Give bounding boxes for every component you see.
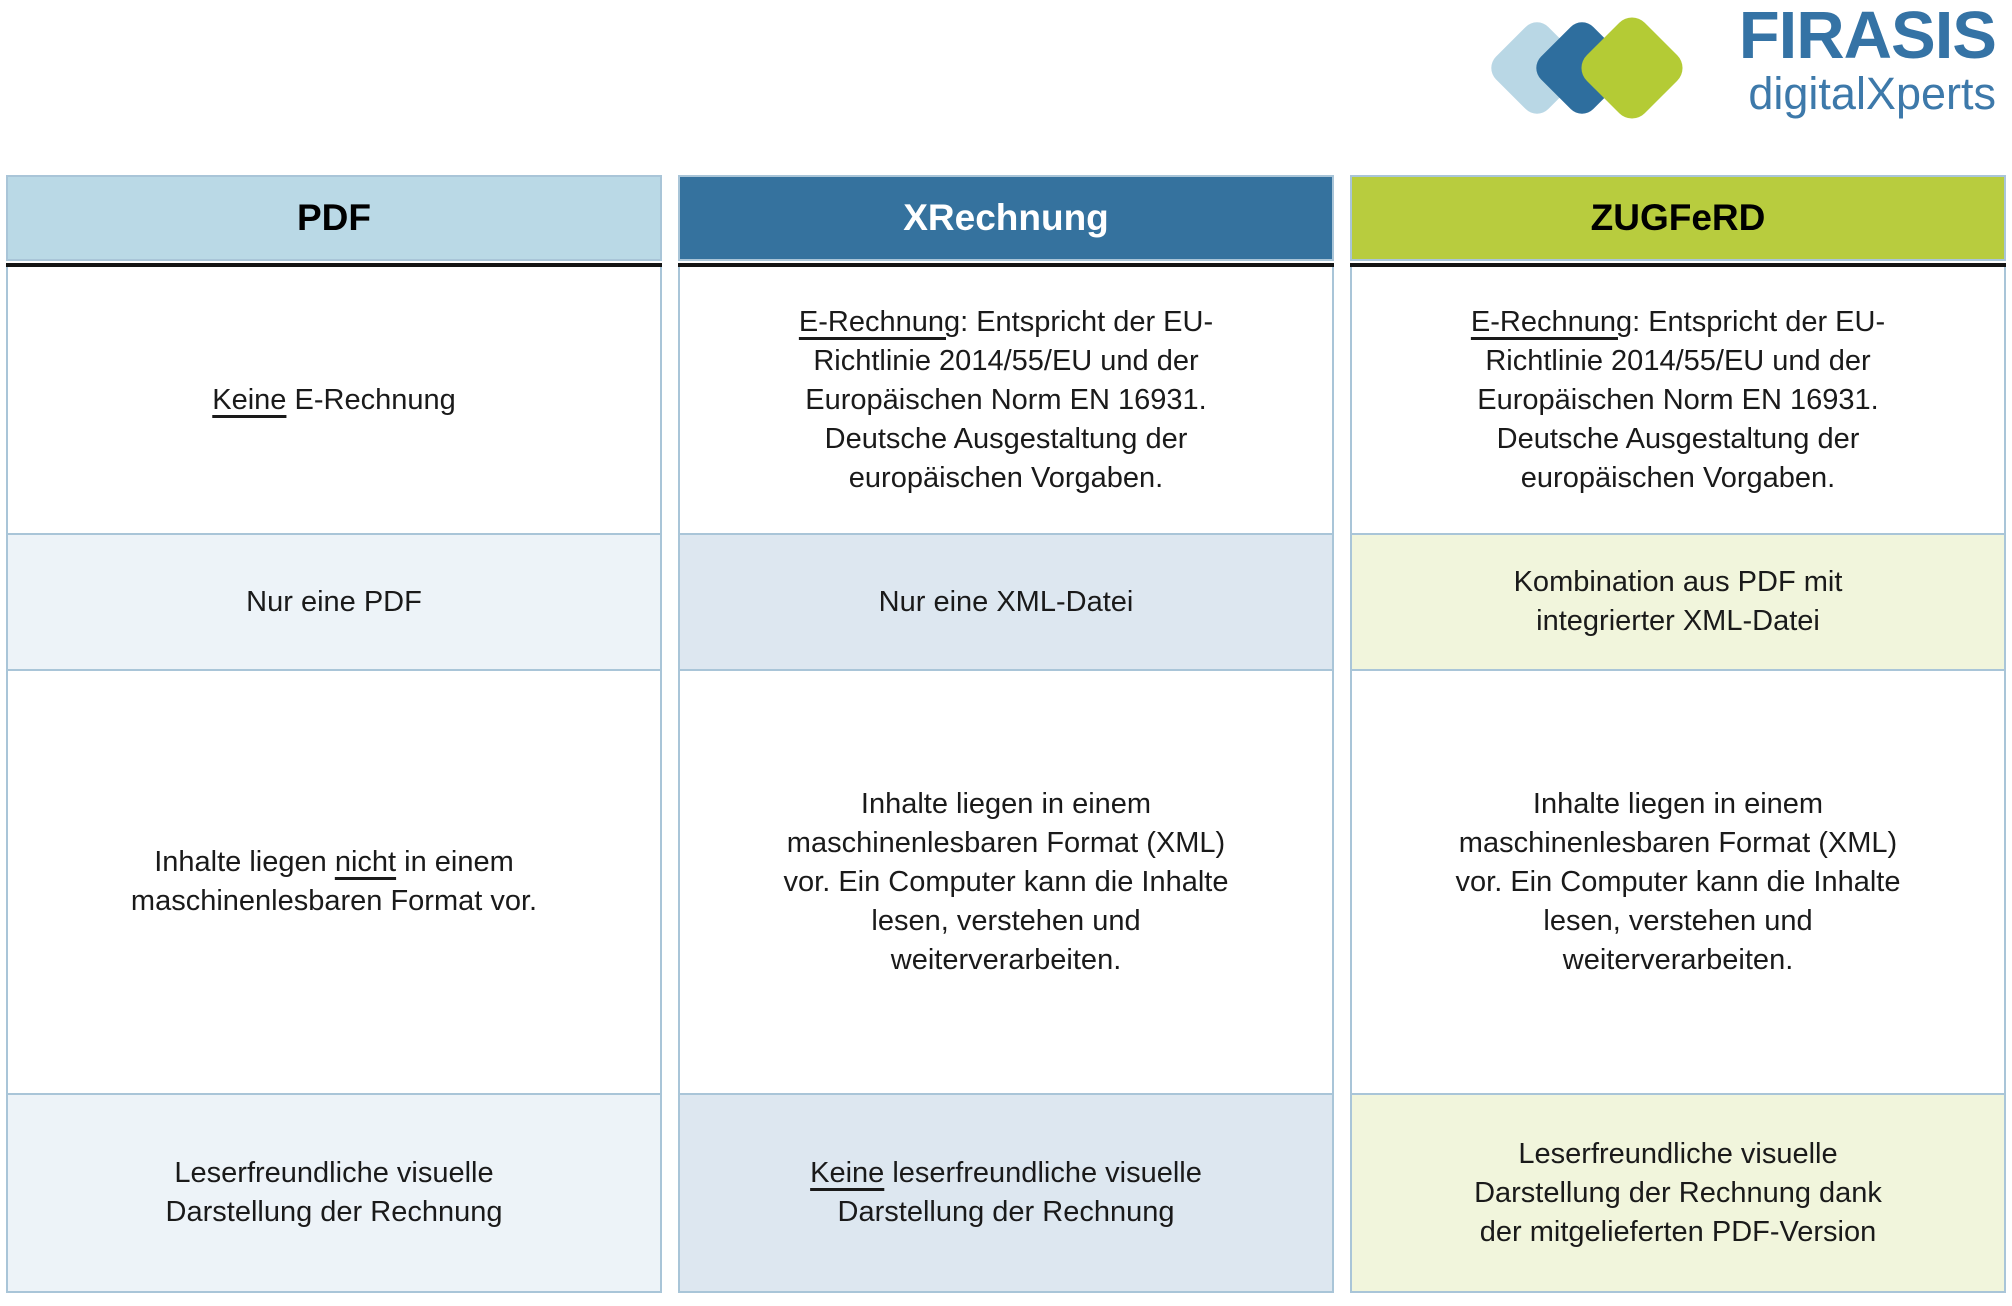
cell-zugferd-row-3: Inhalte liegen in einem maschinenlesbare… <box>1352 669 2004 1093</box>
cell-text: E-Rechnung: Entspricht der EU-Richtlinie… <box>1470 305 1886 494</box>
header-divider <box>678 263 1334 267</box>
cell-xrechnung-row-4: Keine leserfreundliche visuelle Darstell… <box>680 1093 1332 1291</box>
column-header-zugferd: ZUGFeRD <box>1350 175 2006 261</box>
cell-text: Leserfreundliche visuelle Darstellung de… <box>1474 1137 1882 1248</box>
cell-pdf-row-1: Keine E-Rechnung <box>8 267 660 533</box>
logo-title: FIRASIS <box>1738 0 1997 73</box>
column-header-pdf: PDF <box>6 175 662 261</box>
column-body-xrechnung: E-Rechnung: Entspricht der EU-Richtlinie… <box>678 267 1334 1293</box>
cell-zugferd-row-2: Kombination aus PDF mit integrierter XML… <box>1352 533 2004 669</box>
cell-text: Keine E-Rechnung <box>212 383 456 416</box>
cell-pdf-row-4: Leserfreundliche visuelle Darstellung de… <box>8 1093 660 1291</box>
cell-text: Kombination aus PDF mit integrierter XML… <box>1513 566 1843 637</box>
header-divider <box>6 263 662 267</box>
cell-text: Inhalte liegen in einem maschinenlesbare… <box>1455 787 1901 976</box>
cell-xrechnung-row-1: E-Rechnung: Entspricht der EU-Richtlinie… <box>680 267 1332 533</box>
comparison-table: PDF Keine E-Rechnung Nur eine PDF Inhalte l… <box>6 175 2006 1293</box>
logo-text: FIRASIS digitalXperts <box>1738 0 1997 119</box>
column-body-zugferd: E-Rechnung: Entspricht der EU-Richtlinie… <box>1350 267 2006 1293</box>
logo-subtitle: digitalXperts <box>1748 68 1996 119</box>
cell-text: Keine leserfreundliche visuelle Darstell… <box>810 1157 1202 1228</box>
cell-text: Inhalte liegen nicht in einem maschinenl… <box>130 846 538 917</box>
cell-zugferd-row-4: Leserfreundliche visuelle Darstellung de… <box>1352 1093 2004 1291</box>
cell-pdf-row-2: Nur eine PDF <box>8 533 660 669</box>
cell-text: E-Rechnung: Entspricht der EU-Richtlinie… <box>798 305 1214 494</box>
cell-pdf-row-3: Inhalte liegen nicht in einem maschinenl… <box>8 669 660 1093</box>
column-header-xrechnung: XRechnung <box>678 175 1334 261</box>
cell-text: Leserfreundliche visuelle Darstellung de… <box>165 1157 503 1228</box>
cell-text: Inhalte liegen in einem maschinenlesbare… <box>783 787 1229 976</box>
column-zugferd: ZUGFeRD E-Rechnung: Entspricht der EU-Ric… <box>1350 175 2006 1293</box>
column-xrechnung: XRechnung E-Rechnung: Entspricht der EU-R… <box>678 175 1334 1293</box>
cell-text: Nur eine PDF <box>246 585 422 618</box>
column-pdf: PDF Keine E-Rechnung Nur eine PDF Inhalte l… <box>6 175 662 1293</box>
cell-xrechnung-row-3: Inhalte liegen in einem maschinenlesbare… <box>680 669 1332 1093</box>
logo: FIRASIS digitalXperts <box>0 0 2012 140</box>
cell-xrechnung-row-2: Nur eine XML-Datei <box>680 533 1332 669</box>
header-divider <box>1350 263 2006 267</box>
cell-text: Nur eine XML-Datei <box>878 585 1134 618</box>
column-body-pdf: Keine E-Rechnung Nur eine PDF Inhalte lieg… <box>6 267 662 1293</box>
cell-zugferd-row-1: E-Rechnung: Entspricht der EU-Richtlinie… <box>1352 267 2004 533</box>
